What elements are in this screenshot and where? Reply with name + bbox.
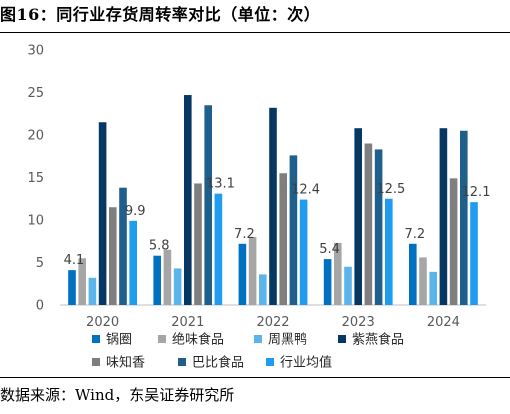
y-tick-label: 20 [27, 129, 44, 144]
bar [364, 143, 373, 305]
bar [119, 187, 127, 305]
legend-swatch [92, 358, 100, 366]
bar [344, 266, 352, 305]
bar [429, 271, 437, 305]
data-label: 9.9 [125, 204, 146, 219]
legend-label: 紫燕食品 [352, 332, 404, 348]
legend-swatch [178, 358, 186, 366]
bar [184, 95, 192, 305]
legend-label: 锅圈 [106, 332, 132, 348]
bar [98, 122, 107, 305]
x-tick-label: 2023 [342, 315, 375, 330]
x-tick-label: 2021 [171, 315, 204, 330]
data-label: 13.1 [206, 177, 235, 192]
bar [385, 198, 393, 305]
bar [323, 259, 332, 305]
bar [248, 237, 257, 305]
data-label: 7.2 [234, 227, 255, 242]
bar [449, 178, 458, 305]
bar [409, 243, 417, 305]
chart-area: 0 5 10 15 20 25 30 2020 2021 2022 2023 2024 4.1 5.8 7.… [0, 34, 510, 376]
legend-label: 绝味食品 [172, 332, 224, 348]
bar [153, 255, 161, 305]
y-tick-label: 30 [27, 44, 44, 59]
bar [163, 249, 172, 305]
bar [78, 258, 86, 305]
bar [460, 130, 468, 305]
bar [173, 268, 182, 305]
bottom-rule [0, 377, 510, 378]
x-tick-label: 2020 [86, 315, 119, 330]
bar [334, 242, 342, 305]
legend-label: 巴比食品 [192, 355, 244, 371]
legend-label: 味知香 [106, 355, 145, 371]
legend-swatch [338, 335, 346, 343]
legend-label: 周黑鸭 [268, 333, 307, 348]
legend-label: 行业均值 [280, 355, 332, 371]
bar [204, 105, 212, 305]
top-rule [0, 32, 510, 33]
x-tick-label: 2022 [256, 315, 289, 330]
bar [439, 128, 448, 305]
bar [194, 183, 202, 305]
data-label: 5.8 [149, 239, 170, 254]
bar [88, 277, 97, 305]
y-tick-label: 0 [36, 299, 44, 314]
source-note: 数据来源：Wind，东吴证券研究所 [0, 386, 235, 404]
bar [279, 173, 287, 305]
x-tick-label: 2024 [427, 315, 460, 330]
legend-swatch [266, 358, 274, 366]
data-label: 7.2 [404, 227, 425, 242]
bar [109, 207, 117, 305]
bar-chart: 0 5 10 15 20 25 30 2020 2021 2022 2023 2024 4.1 5.8 7.… [27, 44, 491, 371]
bar [419, 257, 427, 305]
y-tick-label: 10 [27, 214, 44, 229]
data-label: 4.1 [64, 253, 85, 268]
data-label: 12.1 [462, 185, 491, 200]
bar [238, 243, 247, 305]
data-label: 12.4 [291, 183, 320, 198]
legend-swatch [158, 335, 166, 343]
bar [129, 220, 137, 305]
bar [354, 128, 362, 305]
data-label: 12.5 [376, 182, 405, 197]
y-tick-label: 25 [27, 86, 44, 101]
legend-swatch [92, 335, 100, 343]
legend-swatch [254, 335, 262, 343]
bar [68, 270, 76, 305]
bar [374, 149, 383, 305]
data-label: 5.4 [319, 242, 340, 257]
bar [299, 199, 308, 305]
figure-title: 图16：同行业存货周转率对比（单位：次） [0, 5, 321, 24]
bar [269, 107, 277, 305]
bar [259, 274, 267, 305]
bar [289, 155, 298, 305]
y-tick-label: 5 [36, 256, 44, 271]
bar [470, 202, 478, 305]
bar [214, 193, 223, 305]
y-tick-label: 15 [27, 171, 44, 186]
